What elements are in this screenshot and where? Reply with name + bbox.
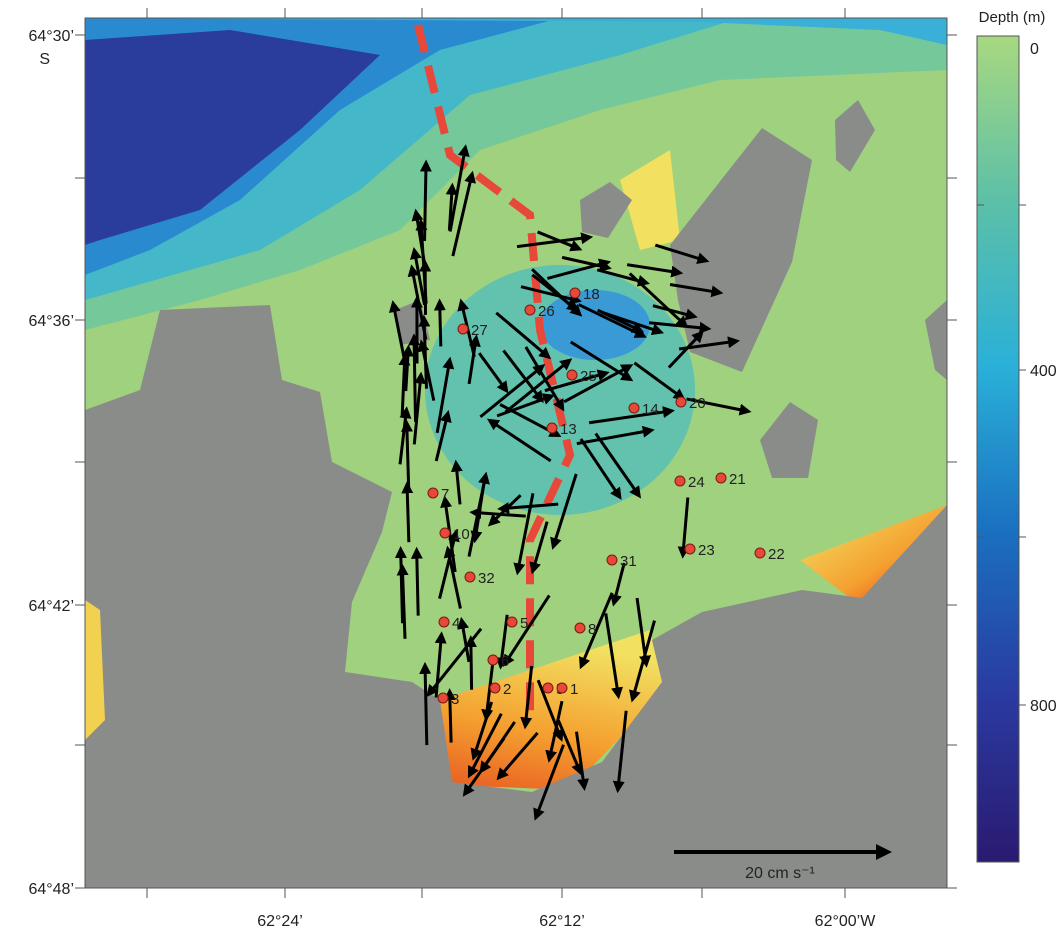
station-label: 10 (453, 526, 470, 543)
current-arrow (425, 671, 427, 745)
station-label: 8 (588, 621, 596, 638)
station-dot (490, 683, 500, 693)
station-dot (488, 655, 498, 665)
station-label: 21 (729, 471, 746, 488)
station-dot (507, 617, 517, 627)
station-dot (439, 617, 449, 627)
colorbar-label: 0 (1030, 41, 1039, 58)
station-label: 26 (538, 303, 555, 320)
station-dot (675, 476, 685, 486)
lon-label: 62°00’W (815, 913, 877, 930)
lat-label: 64°36’ (28, 313, 74, 330)
station-label: 32 (478, 570, 495, 587)
lat-label: 64°30’ (28, 28, 74, 45)
station-dot (458, 324, 468, 334)
station-label: 31 (620, 553, 637, 570)
scale-label: 20 cm s⁻¹ (745, 865, 815, 882)
colorbar-label: 400 (1030, 363, 1057, 380)
station-dot (676, 397, 686, 407)
station-label: 4 (452, 615, 460, 632)
station-label: 2 (503, 681, 511, 698)
colorbar: Depth (m) 0 400 800 (977, 9, 1057, 862)
lat-label: 64°48’ (28, 881, 74, 898)
current-arrow (414, 342, 415, 422)
station-label: 20 (689, 395, 706, 412)
station-label: 27 (471, 322, 488, 339)
station-label: 25 (580, 368, 597, 385)
current-arrow (407, 490, 409, 542)
lat-label: 64°42’ (28, 598, 74, 615)
current-arrow (440, 307, 441, 346)
station-dot (525, 305, 535, 315)
station-label: 5 (520, 615, 528, 632)
station-label: 7 (441, 486, 449, 503)
map-area: 1826272513142024217103123223245863251 20… (85, 18, 947, 888)
station-dot (716, 473, 726, 483)
station-dot (685, 544, 695, 554)
station-label: 6 (501, 653, 509, 670)
colorbar-label: 800 (1030, 698, 1057, 715)
station-dot (607, 555, 617, 565)
station-dot (440, 528, 450, 538)
current-arrow (471, 644, 472, 690)
station-label: 14 (642, 401, 659, 418)
lon-label: 62°12’ (539, 913, 585, 930)
station-dot (570, 288, 580, 298)
current-arrow (417, 556, 418, 616)
station-dot (547, 423, 557, 433)
station-dot (438, 693, 448, 703)
station-label: 24 (688, 474, 705, 491)
current-arrow (407, 429, 409, 489)
station-label: 3 (451, 691, 459, 708)
station-dot (567, 370, 577, 380)
station-label: 1 (570, 681, 578, 698)
hemisphere-label: S (39, 51, 50, 68)
current-arrow (425, 169, 426, 241)
station-dot (557, 683, 567, 693)
station-dot (543, 683, 553, 693)
station-label: 23 (698, 542, 715, 559)
station-dot (428, 488, 438, 498)
station-dot (755, 548, 765, 558)
colorbar-title: Depth (m) (979, 9, 1046, 26)
station-label: 13 (560, 421, 577, 438)
lon-label: 62°24’ (257, 913, 303, 930)
station-dot (575, 623, 585, 633)
station-dot (629, 403, 639, 413)
station-label: 22 (768, 546, 785, 563)
station-dot (465, 572, 475, 582)
station-label: 18 (583, 286, 600, 303)
